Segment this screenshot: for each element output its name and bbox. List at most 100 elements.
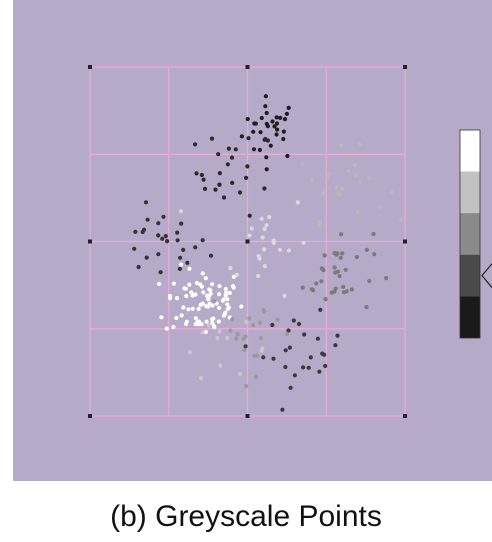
data-point	[200, 238, 205, 243]
data-point	[286, 105, 291, 110]
data-point	[171, 324, 176, 330]
data-point	[296, 321, 302, 327]
data-point	[215, 335, 220, 341]
data-point	[217, 305, 222, 310]
data-point	[287, 345, 292, 350]
data-point	[245, 116, 250, 122]
data-point	[228, 328, 233, 333]
data-point	[244, 175, 249, 180]
data-point	[171, 281, 176, 286]
data-point	[257, 256, 262, 261]
data-point	[230, 317, 235, 322]
data-point	[306, 365, 311, 370]
data-point	[133, 229, 138, 234]
data-point	[210, 303, 215, 308]
data-point	[198, 302, 203, 307]
data-point	[187, 282, 192, 287]
data-point	[333, 343, 338, 348]
data-point	[201, 290, 206, 295]
grid-node	[245, 414, 250, 418]
data-point	[364, 247, 369, 252]
data-point	[340, 186, 345, 191]
data-point	[264, 167, 269, 172]
data-point	[237, 190, 243, 195]
data-point	[268, 143, 273, 148]
scatter-plot	[88, 65, 492, 418]
data-point	[145, 217, 150, 222]
data-point	[157, 281, 162, 286]
data-point	[271, 356, 276, 361]
data-point	[308, 355, 313, 360]
data-point	[202, 186, 208, 191]
data-point	[164, 326, 169, 331]
data-point	[213, 187, 218, 192]
data-point	[274, 121, 280, 126]
data-point	[264, 110, 269, 116]
data-point	[295, 200, 300, 205]
data-point	[226, 146, 231, 151]
data-point	[199, 376, 204, 381]
data-point	[209, 136, 215, 141]
data-point	[264, 155, 269, 160]
data-point	[225, 302, 230, 307]
data-point	[321, 191, 326, 196]
data-point	[175, 238, 180, 243]
data-point	[337, 274, 342, 279]
data-point	[252, 121, 257, 126]
data-point	[201, 177, 206, 182]
data-point	[244, 319, 249, 324]
data-point	[302, 332, 307, 337]
data-point	[281, 129, 286, 134]
data-point	[332, 251, 337, 256]
data-point	[204, 319, 209, 324]
data-point	[246, 136, 251, 141]
legend-pointer-icon[interactable]	[481, 263, 492, 288]
data-point	[247, 316, 252, 321]
legend-swatch	[460, 130, 480, 172]
data-point	[199, 172, 204, 178]
data-point	[187, 266, 192, 271]
data-point	[286, 248, 291, 253]
data-point	[184, 293, 189, 299]
data-point	[206, 323, 211, 328]
data-point	[239, 304, 244, 309]
data-point	[272, 124, 277, 129]
data-point	[300, 162, 305, 167]
data-point	[225, 162, 230, 167]
data-point	[190, 293, 195, 298]
data-point	[275, 127, 280, 132]
data-point	[178, 209, 184, 214]
legend-swatch	[460, 213, 480, 255]
data-point	[254, 374, 259, 379]
data-point	[174, 315, 179, 321]
grid-node	[88, 414, 92, 418]
data-point	[223, 293, 228, 298]
data-point	[160, 236, 165, 241]
data-point	[267, 215, 272, 220]
data-point	[247, 233, 252, 238]
data-point	[167, 294, 173, 299]
data-point	[318, 307, 323, 312]
data-point	[247, 213, 252, 218]
data-point	[346, 168, 351, 174]
data-point	[217, 329, 222, 334]
data-point	[332, 289, 337, 294]
data-point	[343, 267, 348, 272]
data-point	[357, 179, 363, 184]
data-point	[203, 276, 208, 281]
grid-node	[403, 239, 407, 244]
data-point	[234, 336, 239, 341]
data-point	[179, 221, 184, 226]
grid-node	[245, 65, 250, 69]
data-point	[372, 252, 377, 257]
data-point	[251, 323, 256, 328]
data-point	[216, 152, 221, 157]
data-point	[156, 252, 161, 257]
data-point	[337, 192, 342, 197]
data-point	[321, 268, 326, 273]
data-point	[210, 282, 215, 287]
data-point	[255, 353, 260, 358]
data-point	[271, 240, 276, 245]
data-point	[211, 323, 217, 329]
data-point	[217, 292, 222, 297]
